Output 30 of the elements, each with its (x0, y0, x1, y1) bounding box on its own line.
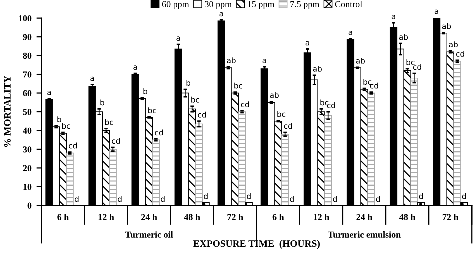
text: Turmeric oil (125, 232, 174, 238)
legend-label: 60 ppm (162, 1, 190, 10)
x-tick-label: 12 h (314, 214, 330, 220)
x-tick-label: 12 h (98, 214, 114, 220)
y-tick-label: 60 (23, 90, 32, 96)
y-tick-label: 90 (23, 34, 32, 40)
y-tick-label: 100 (19, 15, 32, 22)
x-tick-label: 48 h (184, 214, 200, 220)
legend-label: 30 ppm (205, 1, 232, 10)
y-tick-label: 0 (28, 202, 32, 209)
y-tick-label: 20 (23, 165, 32, 172)
y-tick-label: 70 (23, 72, 32, 78)
x-tick-label: 24 h (356, 214, 373, 220)
y-axis-title: % MORTALITY (4, 76, 11, 148)
x-axis-title: EXPOSURE TIME (HOURS) (194, 240, 320, 250)
legend-label: Control (335, 1, 362, 8)
x-tick-label: 24 h (142, 214, 158, 220)
x-tick-label: 72 h (228, 214, 244, 220)
x-tick-label: 48 h (400, 214, 416, 220)
y-tick-label: 10 (24, 184, 32, 190)
x-tick-label: 72 h (442, 214, 459, 220)
legend-label: 7.5 ppm (290, 1, 320, 10)
y-tick-label: 50 (23, 109, 32, 116)
x-tick-label: 6 h (58, 214, 69, 220)
legend-label: 15 ppm (248, 1, 275, 10)
y-tick-label: 80 (23, 52, 32, 60)
x-tick-label: 6 h (272, 214, 284, 220)
text: Turmeric emulsion (328, 232, 401, 238)
y-tick-label: 30 (23, 146, 32, 153)
y-tick-label: 40 (23, 128, 32, 134)
